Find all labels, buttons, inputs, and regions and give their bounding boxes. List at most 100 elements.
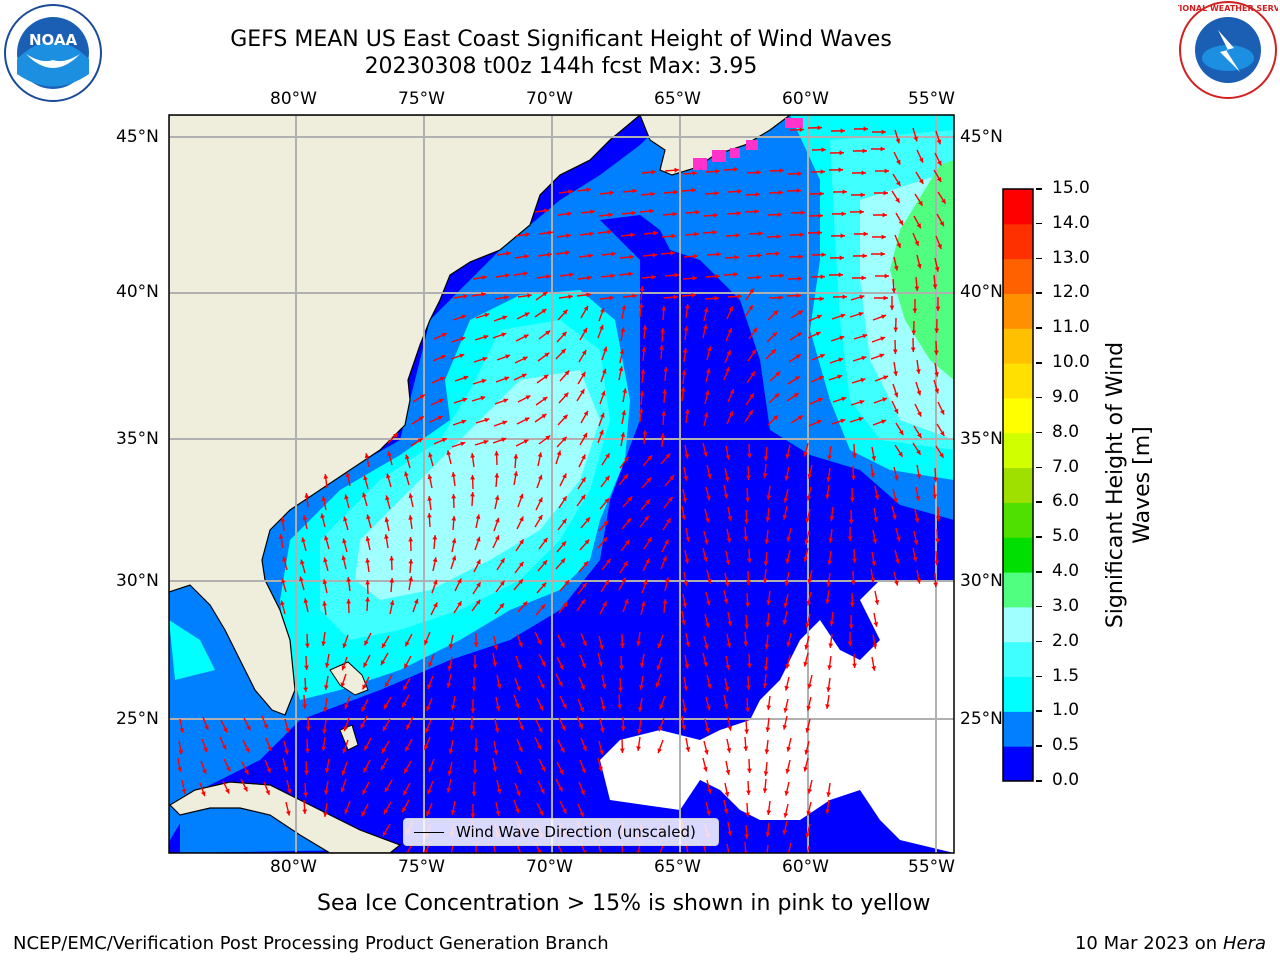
colorbar-tick-mark <box>1036 501 1042 503</box>
wind-wave-arrowhead <box>519 516 524 522</box>
wind-wave-arrowhead <box>893 392 899 398</box>
wind-wave-arrowhead <box>683 686 689 691</box>
wind-wave-arrowhead <box>763 666 769 671</box>
wind-wave-arrowhead <box>626 518 632 524</box>
wind-wave-arrowhead <box>747 453 752 458</box>
colorbar-tick-mark <box>1036 780 1042 782</box>
wind-wave-arrowhead <box>428 767 433 773</box>
wind-wave-arrowhead <box>267 746 272 751</box>
wind-wave-arrowhead <box>364 745 369 751</box>
colorbar-tick-mark <box>1036 745 1042 747</box>
wind-wave-arrowhead <box>653 230 658 236</box>
svg-text:NOAA: NOAA <box>29 31 78 49</box>
wind-wave-arrowhead <box>558 681 563 687</box>
wind-wave-arrowhead <box>859 209 864 215</box>
wind-wave-arrowhead <box>652 252 657 258</box>
wind-wave-arrowhead <box>340 682 346 688</box>
wind-wave-arrowhead <box>850 475 856 480</box>
wind-wave-arrowhead <box>305 726 311 731</box>
wind-wave-arrowhead <box>895 180 901 186</box>
wind-wave-arrowhead <box>685 746 691 752</box>
wind-wave-arrowhead <box>470 813 476 818</box>
wind-wave-arrowhead <box>774 393 780 399</box>
wind-wave-arrowhead <box>562 309 568 315</box>
lon-label-top: 75°W <box>398 89 445 109</box>
wind-wave-arrowhead <box>826 582 832 587</box>
wind-wave-arrowhead <box>852 663 857 668</box>
svg-text:NATIONAL WEATHER SERVICE: NATIONAL WEATHER SERVICE <box>1178 4 1278 13</box>
wind-wave-arrowhead <box>323 557 328 563</box>
wind-wave-arrowhead <box>476 582 481 588</box>
wind-wave-arrowhead <box>932 284 938 289</box>
wind-wave-arrowhead <box>662 599 668 604</box>
wind-wave-arrowhead <box>821 252 826 258</box>
wind-wave-arrowhead <box>914 240 919 246</box>
wind-wave-arrowhead <box>934 560 939 565</box>
wind-wave-arrowhead <box>750 371 755 377</box>
wind-wave-arrowhead <box>893 408 899 414</box>
wind-wave-arrowhead <box>839 150 844 156</box>
wind-wave-arrowhead <box>842 294 847 300</box>
wind-wave-arrowhead <box>609 295 614 301</box>
wind-wave-arrowhead <box>426 811 431 816</box>
wind-wave-arrowhead <box>743 746 749 751</box>
wind-wave-arrowhead <box>473 747 479 752</box>
wind-wave-arrowhead <box>541 661 546 667</box>
wind-wave-arrowhead <box>680 387 686 392</box>
wind-wave-arrowhead <box>727 328 732 334</box>
wind-wave-arrowhead <box>895 558 900 564</box>
wind-wave-arrowhead <box>619 349 625 355</box>
wind-wave-arrowhead <box>504 295 509 300</box>
wind-wave-arrowhead <box>661 411 667 416</box>
noaa-logo: NOAA <box>4 4 102 102</box>
wind-wave-arrowhead <box>884 273 889 279</box>
wind-wave-arrowhead <box>932 494 938 499</box>
wind-wave-arrowhead <box>380 660 386 666</box>
wind-wave-arrowhead <box>362 492 367 498</box>
wind-wave-arrowhead <box>470 708 476 713</box>
wind-wave-arrows <box>177 125 947 853</box>
wind-wave-arrowhead <box>518 642 523 648</box>
wind-wave-arrowhead <box>323 812 328 817</box>
colorbar-segment <box>1003 293 1033 329</box>
wind-wave-arrowhead <box>724 791 730 797</box>
wind-wave-arrowhead <box>862 148 867 154</box>
wind-wave-arrowhead <box>560 348 566 354</box>
wind-wave-arrowhead <box>645 558 650 564</box>
wind-wave-arrowhead <box>245 747 250 753</box>
wind-wave-arrowhead <box>413 598 419 604</box>
legend-line-swatch <box>414 831 444 833</box>
us-landmass <box>169 115 641 716</box>
wind-wave-arrowhead <box>783 707 789 713</box>
wind-wave-arrowhead <box>547 252 552 258</box>
wind-wave-arrowhead <box>437 415 443 421</box>
wind-wave-arrowhead <box>644 516 649 521</box>
wind-wave-arrowhead <box>432 579 438 585</box>
wind-wave-arrowhead <box>723 703 729 709</box>
colorbar-tick-label: 3.0 <box>1052 595 1080 616</box>
wind-wave-arrowhead <box>872 644 878 649</box>
wind-wave-arrowhead <box>749 393 754 399</box>
wind-wave-arrowhead <box>747 768 752 773</box>
wind-wave-arrowhead <box>784 685 790 691</box>
wind-wave-arrowhead <box>783 812 789 818</box>
colorbar-tick-mark <box>1036 188 1042 190</box>
wind-wave-arrowhead <box>607 229 612 235</box>
wind-wave-arrowhead <box>561 331 567 337</box>
wind-wave-arrowhead <box>785 558 791 564</box>
wind-wave-arrowhead <box>916 263 922 269</box>
wind-wave-arrowhead <box>704 390 710 396</box>
wind-wave-arrowhead <box>726 350 731 356</box>
wind-wave-arrowhead <box>683 476 689 481</box>
wind-wave-arrowhead <box>484 417 490 423</box>
wind-wave-arrowhead <box>564 370 570 376</box>
wind-wave-arrowhead <box>631 210 636 216</box>
wind-wave-arrowhead <box>494 473 500 478</box>
wind-wave-arrowhead <box>363 767 368 773</box>
wind-wave-arrowhead <box>803 556 809 562</box>
wind-wave-arrowhead <box>745 707 750 712</box>
wind-wave-arrowhead <box>712 229 717 235</box>
colorbar-tick-mark <box>1036 466 1042 469</box>
colorbar-label: Significant Height of Wind Waves [m] <box>1103 341 1155 629</box>
wind-wave-arrowhead <box>723 493 729 499</box>
